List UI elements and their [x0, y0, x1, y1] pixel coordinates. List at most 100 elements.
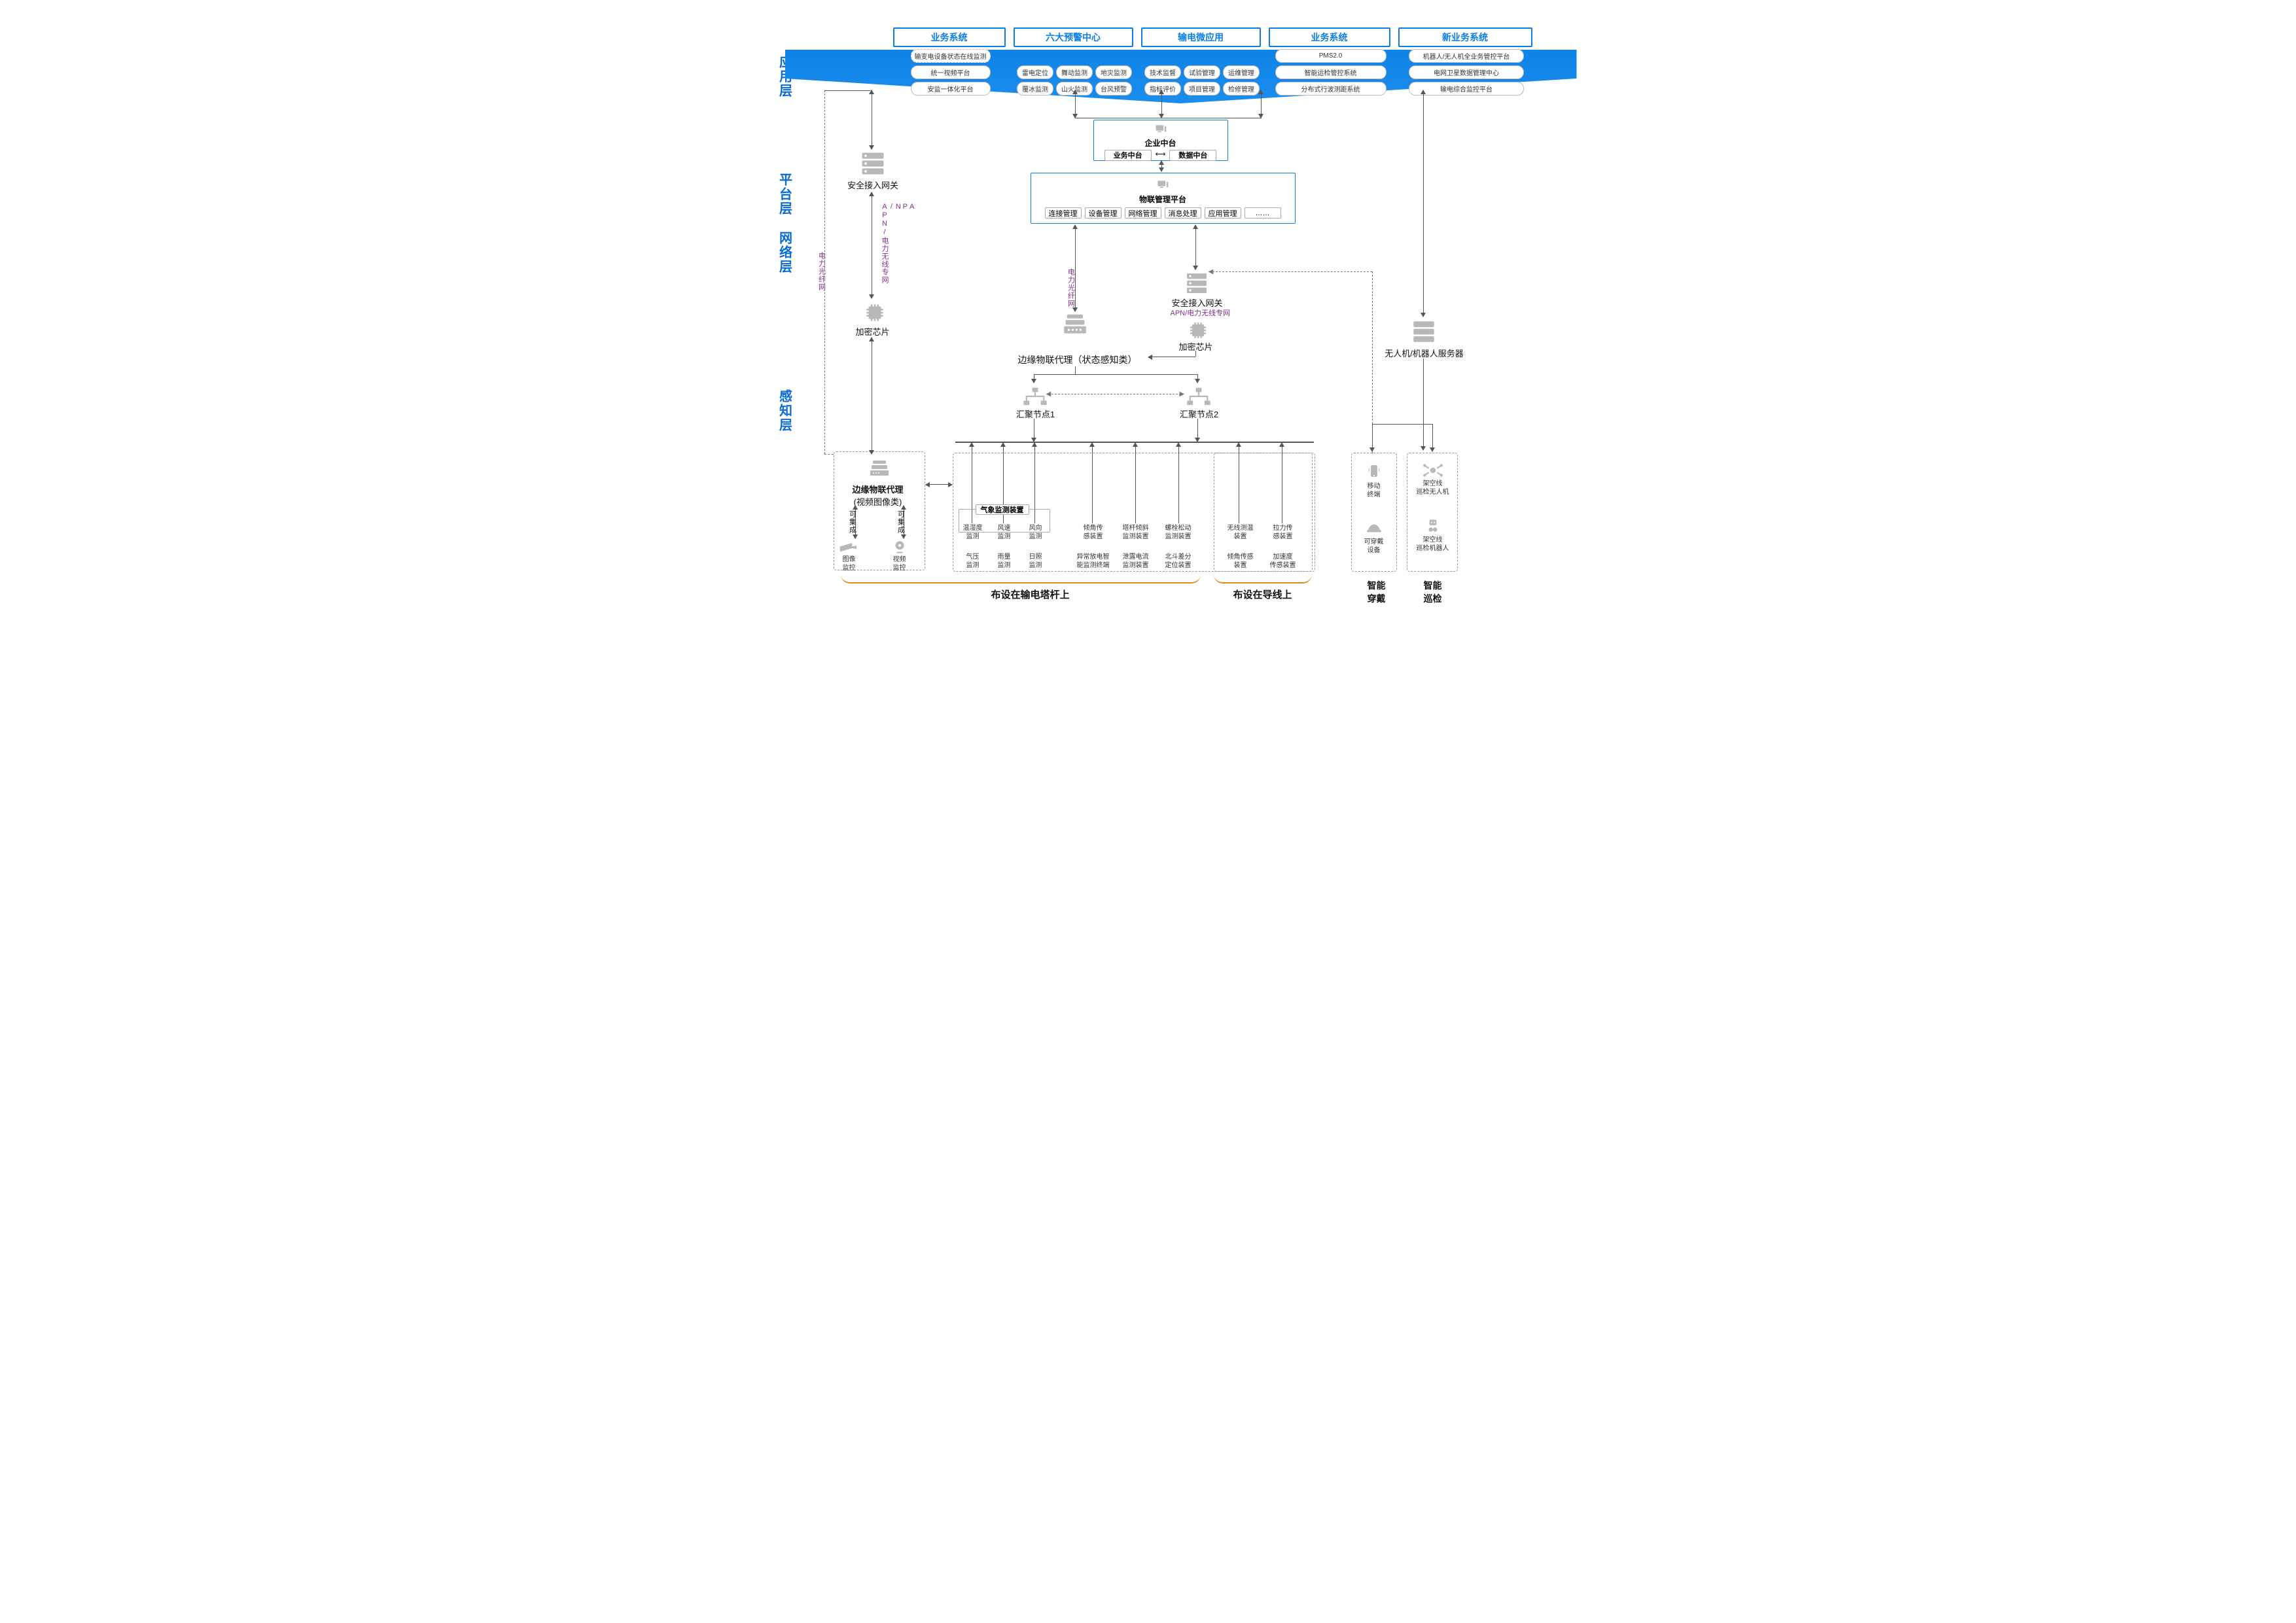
enterprise-title: 企业中台 [1144, 137, 1176, 148]
header-new-biz: 新业务系统 [1398, 27, 1532, 47]
pill: 智能运检管控系统 [1275, 65, 1386, 79]
apn-vertical: APN/APN/电力无线专网 [881, 203, 915, 284]
router-icon [864, 457, 895, 483]
iot-item: 应用管理 [1205, 207, 1241, 218]
layer-network-label: 网络层 [775, 231, 794, 274]
weather-r2: 气压 监测 雨量 监测 日照 监测 [961, 553, 1048, 570]
pill: 覆冰监测 [1017, 82, 1053, 96]
edge-video-title: 边缘物联代理(视频图像类) [836, 483, 921, 508]
server-icon [857, 150, 889, 177]
iot-title: 物联管理平台 [1139, 194, 1186, 205]
integrate1: 可集成 [847, 510, 858, 534]
pill: 分布式行波测距系统 [1275, 82, 1386, 96]
header-biz-2: 业务系统 [1269, 27, 1390, 47]
patrol2: 架空线 巡检机器人 [1410, 536, 1456, 553]
pill: 输变电设备状态在线监测 [911, 49, 991, 63]
layer-platform-label: 平台层 [775, 173, 794, 216]
banner-pills: 输变电设备状态在线监测 PMS2.0 机器人/无人机全业务管控平台 统一视频平台… [894, 49, 1549, 98]
pill: 输电综合监控平台 [1409, 82, 1524, 96]
iot-item: 设备管理 [1085, 207, 1122, 218]
conn [1161, 161, 1162, 171]
brace1-label: 布设在输电塔杆上 [991, 587, 1070, 601]
pill: 雷电定位 [1017, 65, 1053, 79]
patrol-title: 智能 巡检 [1421, 579, 1445, 605]
chip-icon [859, 300, 891, 326]
pill: 技术监督 [1144, 65, 1181, 79]
router-icon [1059, 314, 1091, 340]
apn-h: APN/电力无线专网 [1171, 307, 1231, 318]
chip1-label: 加密芯片 [853, 325, 892, 338]
pill: 检修管理 [1223, 82, 1260, 96]
img-mon: 图像 监控 [838, 556, 860, 572]
webcam-icon [890, 538, 910, 557]
conn-dash [824, 454, 834, 455]
vid-mon: 视频 监控 [889, 556, 911, 572]
agg2: 汇聚节点2 [1173, 408, 1226, 420]
edge-status-label: 边缘物联代理（状态感知类） [999, 353, 1156, 366]
conn [855, 506, 856, 538]
conn [1423, 358, 1424, 450]
pill: 机器人/无人机全业务管控平台 [1409, 49, 1524, 63]
pill: 电网卫星数据管理中心 [1409, 65, 1524, 79]
pill: 试验管理 [1184, 65, 1220, 79]
conn [824, 90, 870, 91]
gateway1-label: 安全接入网关 [842, 179, 904, 191]
wear1: 移动 终端 [1358, 483, 1390, 499]
pc-icon [1147, 178, 1178, 192]
mid-r2: 异常放电智 能监测终端 泄露电流 监测装置 北斗差分 定位装置 [1076, 553, 1195, 570]
conn [1092, 443, 1093, 523]
hub-icon [1183, 384, 1214, 410]
brace1 [841, 574, 1201, 584]
data-middle: 数据中台 [1169, 150, 1216, 161]
iot-item: …… [1245, 207, 1281, 218]
conn [1161, 90, 1162, 118]
conn-dash [1212, 271, 1372, 272]
pill: 安监一体化平台 [911, 82, 991, 96]
biz-middle: 业务中台 [1104, 150, 1152, 161]
phone-icon [1363, 462, 1385, 481]
pill: 项目管理 [1184, 82, 1220, 96]
brace2 [1214, 574, 1312, 584]
wear2: 可穿戴 设备 [1358, 538, 1390, 555]
pill: 运维管理 [1223, 65, 1260, 79]
mid-r1: 倾角传 感装置 塔杆倾斜 监测装置 螺栓松动 监测装置 [1076, 525, 1195, 541]
brace2-label: 布设在导线上 [1233, 587, 1292, 601]
pill: 台风预警 [1095, 82, 1132, 96]
conn [1178, 443, 1179, 523]
conn [1034, 374, 1197, 375]
integrate2: 可集成 [896, 510, 906, 534]
chip-icon [1182, 317, 1214, 343]
conn [1075, 225, 1076, 311]
conn [926, 484, 952, 485]
pc-icon [1145, 123, 1176, 136]
layer-sense-label: 感知层 [775, 389, 794, 432]
iot-box: 物联管理平台 连接管理 设备管理 网络管理 消息处理 应用管理 …… [1031, 173, 1296, 224]
drone-server-label: 无人机/机器人服务器 [1379, 347, 1470, 359]
header-biz-1: 业务系统 [893, 27, 1006, 47]
conn [1372, 424, 1373, 451]
pill: 舞动监测 [1056, 65, 1093, 79]
conn [1372, 424, 1432, 425]
conn [1075, 90, 1076, 118]
weather-title: 气象监测装置 [976, 504, 1029, 515]
pill: 地灾监测 [1095, 65, 1132, 79]
right-r1: 无线测温 装置 拉力传 感装置 [1224, 525, 1300, 541]
conn [1423, 90, 1424, 317]
conn [1261, 90, 1262, 118]
agg1: 汇聚节点1 [1010, 408, 1062, 420]
server-icon [1408, 319, 1439, 345]
camera-icon [838, 540, 860, 557]
wear-title: 智能 穿戴 [1364, 579, 1389, 605]
iot-item: 连接管理 [1045, 207, 1082, 218]
chip2-label: 加密芯片 [1176, 340, 1216, 353]
header-micro-app: 输电微应用 [1141, 27, 1261, 47]
top-sections: 业务系统 六大预警中心 输电微应用 业务系统 新业务系统 [893, 27, 1551, 47]
conn [1432, 424, 1433, 451]
server-icon [1181, 270, 1212, 296]
iot-item: 消息处理 [1165, 207, 1201, 218]
conn [1195, 351, 1196, 357]
architecture-diagram: 应用层 平台层 网络层 感知层 业务系统 六大预警中心 输电微应用 业务系统 新… [710, 13, 1587, 628]
conn-dash [824, 90, 825, 454]
iot-item: 网络管理 [1125, 207, 1161, 218]
pill: PMS2.0 [1275, 49, 1386, 63]
